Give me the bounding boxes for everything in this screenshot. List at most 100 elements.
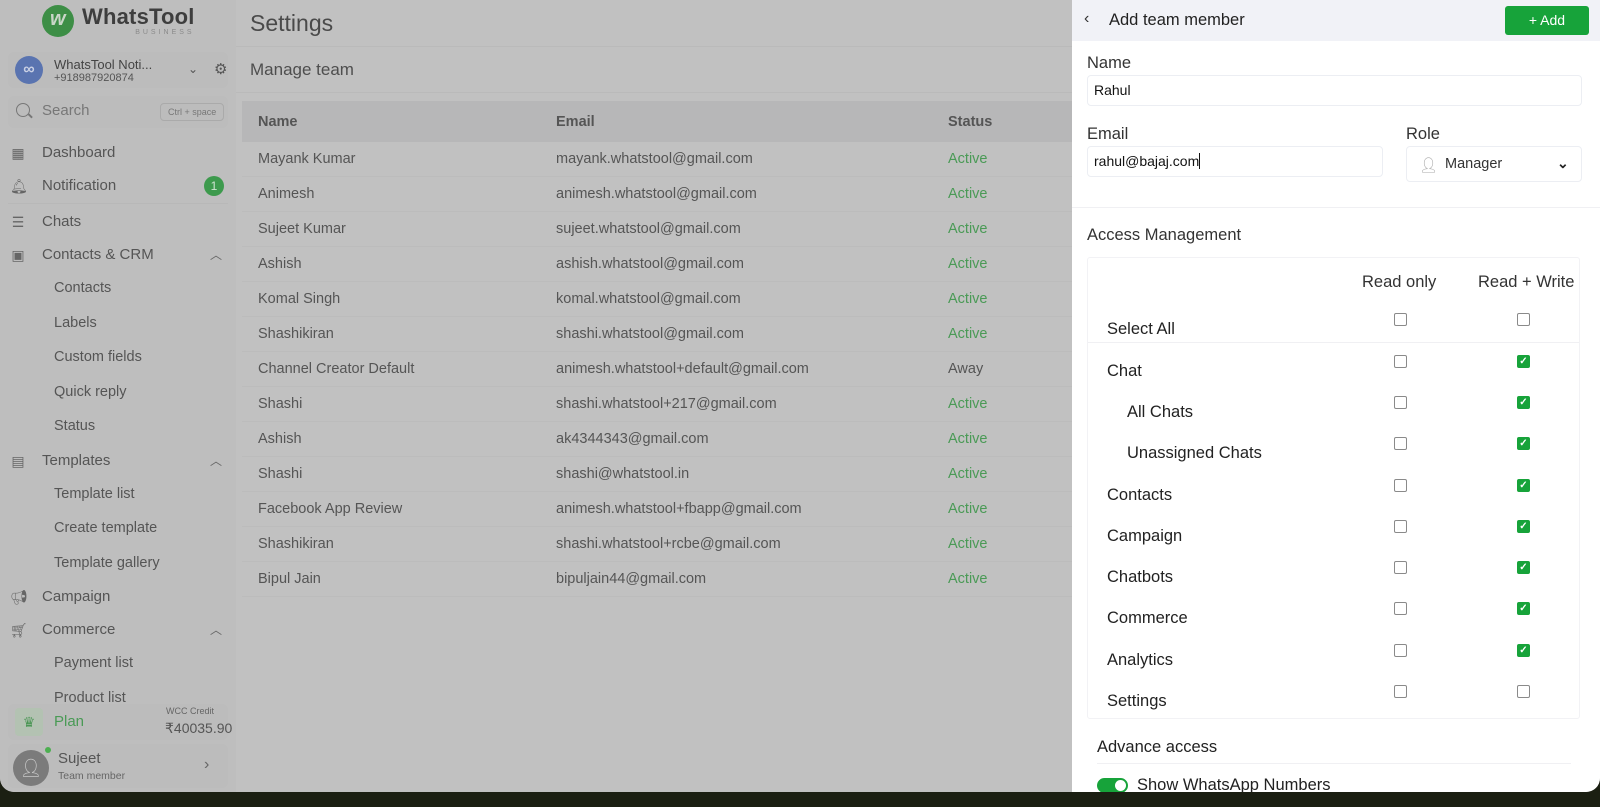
read-write-checkbox[interactable]: ✓ [1517, 396, 1530, 409]
table-row[interactable]: Ashish ashish.whatstool@gmail.com Active [242, 247, 1072, 282]
show-whatsapp-numbers-toggle[interactable] [1097, 778, 1128, 792]
sidebar-item-commerce[interactable]: 🛒︎ Commerce ︿ [0, 613, 236, 646]
table-row[interactable]: Animesh animesh.whatstool@gmail.com Active [242, 177, 1072, 212]
notification-badge: 1 [204, 176, 224, 196]
sidebar-item-quick-reply[interactable]: Quick reply [0, 375, 236, 410]
back-arrow-icon[interactable]: ‹ [1084, 10, 1090, 27]
read-only-checkbox[interactable] [1394, 437, 1407, 450]
read-only-checkbox[interactable] [1394, 644, 1407, 657]
read-only-checkbox[interactable] [1394, 520, 1407, 533]
read-write-checkbox[interactable]: ✓ [1517, 561, 1530, 574]
cell-name: Ashish [258, 256, 302, 272]
read-write-checkbox[interactable] [1517, 313, 1530, 326]
status-badge: Active [948, 431, 988, 447]
table-row[interactable]: Ashish ak4344343@gmail.com Active [242, 422, 1072, 457]
access-row-select-all: Select All [1088, 307, 1579, 349]
table-row[interactable]: Komal Singh komal.whatstool@gmail.com Acti… [242, 282, 1072, 317]
table-row[interactable]: Shashikiran shashi.whatstool@gmail.com Act… [242, 317, 1072, 352]
sidebar-item-dashboard[interactable]: ▦ Dashboard [0, 136, 236, 169]
sidebar-item-contacts-crm[interactable]: ▣ Contacts & CRM ︿ [0, 238, 236, 271]
sidebar-item-chats[interactable]: ☰ Chats [0, 205, 236, 238]
read-only-checkbox[interactable] [1394, 396, 1407, 409]
gear-icon[interactable]: ⚙ [214, 61, 228, 78]
read-write-checkbox[interactable]: ✓ [1517, 520, 1530, 533]
cell-name: Channel Creator Default [258, 361, 415, 377]
table-row[interactable]: Shashi shashi@whatstool.in Active [242, 457, 1072, 492]
account-switcher[interactable]: ∞ WhatsTool Noti... +918987920874 ⌄ ⚙ [8, 52, 228, 88]
column-header-read-write: Read + Write [1478, 273, 1575, 291]
table-row[interactable]: Shashi shashi.whatstool+217@gmail.com Acti… [242, 387, 1072, 422]
read-write-checkbox[interactable]: ✓ [1517, 644, 1530, 657]
status-badge: Active [948, 151, 988, 167]
access-row-all-chats: All Chats ✓ [1088, 390, 1579, 432]
column-header-status[interactable]: Status [948, 113, 993, 130]
sidebar-item-label: Dashboard [42, 144, 116, 161]
table-row[interactable]: Mayank Kumar mayank.whatstool@gmail.com Ac… [242, 142, 1072, 177]
sidebar-item-label: Payment list [54, 655, 133, 672]
chevron-up-icon[interactable]: ︿ [209, 453, 222, 468]
brand-subtitle: BUSINESS [135, 29, 195, 36]
role-select[interactable]: 👤︎ Manager ⌄ [1406, 146, 1582, 182]
sidebar-nav: ▦ Dashboard 🔔︎ Notification 1 ☰ Chats ▣ … [0, 136, 236, 706]
table-row[interactable]: Bipul Jain bipuljain44@gmail.com Active [242, 562, 1072, 597]
read-only-checkbox[interactable] [1394, 561, 1407, 574]
cell-email: shashi.whatstool@gmail.com [556, 326, 744, 342]
sidebar-item-status[interactable]: Status [0, 409, 236, 444]
read-only-checkbox[interactable] [1394, 602, 1407, 615]
read-write-checkbox[interactable]: ✓ [1517, 479, 1530, 492]
table-row[interactable]: Shashikiran shashi.whatstool+rcbe@gmail.c… [242, 527, 1072, 562]
column-header-email[interactable]: Email [556, 113, 595, 130]
read-write-checkbox[interactable]: ✓ [1517, 602, 1530, 615]
access-row-label: Analytics [1107, 651, 1174, 669]
chevron-down-icon[interactable]: ⌄ [188, 62, 199, 76]
user-profile[interactable]: 👤︎ Sujeet Team member › [8, 744, 228, 788]
sidebar-item-notification[interactable]: 🔔︎ Notification 1 [0, 169, 236, 202]
cell-name: Mayank Kumar [258, 151, 356, 167]
table-row[interactable]: Channel Creator Default animesh.whatstool… [242, 352, 1072, 387]
plan-card[interactable]: ♛ Plan WCC Credit ₹40035.90 [8, 704, 232, 740]
sidebar-item-payment-list[interactable]: Payment list [0, 646, 236, 681]
cell-email: shashi.whatstool+217@gmail.com [556, 396, 777, 412]
read-write-checkbox[interactable]: ✓ [1517, 437, 1530, 450]
account-phone: +918987920874 [54, 71, 134, 84]
sidebar-item-custom-fields[interactable]: Custom fields [0, 340, 236, 375]
read-only-checkbox[interactable] [1394, 313, 1407, 326]
sidebar-item-create-template[interactable]: Create template [0, 511, 236, 546]
user-role: Team member [58, 770, 126, 782]
read-only-checkbox[interactable] [1394, 479, 1407, 492]
sidebar-item-product-list[interactable]: Product list [0, 681, 236, 707]
chevron-right-icon[interactable]: › [204, 756, 210, 773]
dashboard-icon: ▦ [11, 145, 25, 161]
cell-name: Shashikiran [258, 326, 334, 342]
brand-logo[interactable]: WhatsTool BUSINESS [42, 5, 195, 37]
megaphone-icon: 📢︎ [10, 589, 28, 605]
table-row[interactable]: Sujeet Kumar sujeet.whatstool@gmail.com Ac… [242, 212, 1072, 247]
add-button[interactable]: + Add [1505, 6, 1589, 35]
read-write-checkbox[interactable] [1517, 685, 1530, 698]
chevron-up-icon[interactable]: ︿ [209, 623, 222, 637]
search-input[interactable]: Search Ctrl + space [8, 96, 228, 128]
read-only-checkbox[interactable] [1394, 685, 1407, 698]
sidebar-item-contacts[interactable]: Contacts [0, 271, 236, 306]
sidebar-item-labels[interactable]: Labels [0, 306, 236, 341]
email-field[interactable]: rahul@bajaj.com [1087, 146, 1383, 177]
sidebar-item-templates[interactable]: ▤ Templates ︿ [0, 444, 236, 477]
chevron-up-icon[interactable]: ︿ [209, 248, 222, 262]
whatstool-logo-icon [42, 5, 74, 37]
sidebar-item-template-gallery[interactable]: Template gallery [0, 546, 236, 581]
name-field[interactable]: Rahul [1087, 75, 1582, 106]
section-title: Manage team [250, 60, 354, 79]
cell-email: mayank.whatstool@gmail.com [556, 151, 753, 167]
divider [1088, 342, 1579, 343]
sidebar-item-campaign[interactable]: 📢︎ Campaign [0, 580, 236, 613]
read-only-checkbox[interactable] [1394, 355, 1407, 368]
cell-name: Komal Singh [258, 291, 341, 307]
status-badge: Active [948, 256, 988, 272]
access-row-label: Campaign [1107, 527, 1183, 545]
table-row[interactable]: Facebook App Review animesh.whatstool+fba… [242, 492, 1072, 527]
plan-label: Plan [54, 713, 85, 730]
sidebar-item-template-list[interactable]: Template list [0, 477, 236, 512]
status-badge: Active [948, 291, 988, 307]
read-write-checkbox[interactable]: ✓ [1517, 355, 1530, 368]
column-header-name[interactable]: Name [258, 113, 298, 130]
